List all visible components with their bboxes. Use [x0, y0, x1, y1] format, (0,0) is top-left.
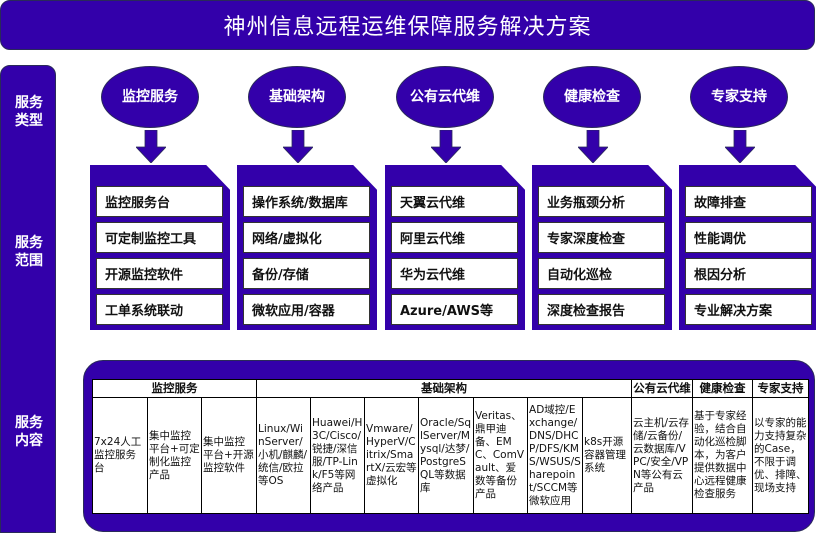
- service-scope-card: 操作系统/数据库 网络/虚拟化 备份/存储微软应用/容器: [237, 165, 377, 330]
- table-header: 基础架构: [256, 379, 633, 398]
- service-type-4: 专家 支持: [690, 66, 788, 128]
- arrow-down-icon: [578, 130, 608, 163]
- service-type-label: 公有云: [410, 89, 452, 105]
- table-cell: Vmware/HyperV/Citrix/SmartX/云宏等虚拟化: [364, 397, 420, 514]
- page-title: 神州信息远程运维保障服务解决方案: [0, 0, 815, 50]
- table-header: 健康检查: [692, 379, 754, 398]
- table-cell: Linux/WinServer/小机/麒麟/统信/欧拉等OS: [256, 397, 312, 514]
- table-header-row: 监控服务 基础架构 公有云代维 健康检查 专家支持: [91, 379, 810, 398]
- arrow-down-icon: [283, 130, 313, 163]
- service-scope-item: Azure/AWS等: [391, 294, 518, 325]
- table-cell: 7x24人工监控服务台: [92, 397, 148, 514]
- service-scope-item: 操作系统/数据库: [243, 186, 370, 217]
- service-scope-item: 阿里云代维: [391, 222, 518, 253]
- service-scope-card: 天翼云代维阿里云代维华为云代维 Azure/AWS等: [385, 165, 525, 330]
- service-scope-item: 业务瓶颈分析: [538, 186, 665, 217]
- table-cell: Oracle/SqlServer/Mysql/达梦/PostgreSQL等数据库: [418, 397, 475, 514]
- service-scope-item: 华为云代维: [391, 258, 518, 289]
- service-scope-item: 深度检查报告: [538, 294, 665, 325]
- table-header: 监控服务: [91, 379, 258, 398]
- service-scope-item: 网络/虚拟化: [243, 222, 370, 253]
- arrow-down-icon: [136, 130, 166, 163]
- service-scope-item: 专业解决方案: [685, 294, 812, 325]
- sidebar-label-service-content: 服务内容: [15, 415, 43, 449]
- service-scope-item: 专家深度检查: [538, 222, 665, 253]
- sidebar: 服务类型 服务范围 服务内容: [0, 65, 56, 533]
- table-cell: 集中监控平台+开源监控软件: [200, 397, 258, 514]
- service-scope-item: 开源监控软件: [96, 258, 223, 289]
- table-cell: 基于专家经验，结合自动化巡检脚本，为客户提供数据中心远程健康检查服务: [692, 397, 754, 514]
- service-scope-item: 性能调优: [685, 222, 812, 253]
- service-scope-item: 自动化巡检: [538, 258, 665, 289]
- table-cell: k8s开源容器管理系统: [582, 397, 633, 514]
- service-type-label: 基础: [269, 89, 297, 105]
- service-type-1: 基础 架构: [248, 66, 346, 128]
- service-type-2: 公有云 代维: [396, 66, 494, 128]
- service-content-table: 监控服务 基础架构 公有云代维 健康检查 专家支持 7x24人工监控服务台 集中监控平台+…: [91, 379, 810, 514]
- service-scope-item: 工单系统联动: [96, 294, 223, 325]
- service-scope-item: 备份/存储: [243, 258, 370, 289]
- table-cell: 以专家的能力支持复杂的Case，不限于调优、排障、现场支持: [752, 397, 810, 514]
- service-type-3: 健康 检查: [543, 66, 641, 128]
- service-scope-item: 天翼云代维: [391, 186, 518, 217]
- service-scope-card: 故障排查性能调优根因分析专业解决方案: [679, 165, 816, 330]
- sidebar-label-service-scope: 服务范围: [15, 235, 43, 269]
- service-type-label: 健康: [564, 89, 592, 105]
- service-type-label: 代维: [452, 89, 480, 105]
- service-scope-item: 监控服务台: [96, 186, 223, 217]
- table-cell: 云主机/云存储/云备份/云数据库/VPC/安全/VPN等公有云产品: [631, 397, 694, 514]
- sidebar-label-service-type: 服务类型: [15, 95, 43, 129]
- service-type-label: 检查: [592, 89, 620, 105]
- table-cell: AD域控/Exchange/DNS/DHCP/DFS/KMS/WSUS/Shar…: [527, 397, 584, 514]
- table-header: 公有云代维: [631, 379, 694, 398]
- table-cell: Veritas、鼎甲迪备、EMC、ComVault、爱数等备份产品: [473, 397, 529, 514]
- service-scope-item: 微软应用/容器: [243, 294, 370, 325]
- table-cell: 集中监控平台+可定制化监控产品: [147, 397, 202, 514]
- service-type-0: 监控 服务: [101, 66, 199, 128]
- service-scope-item: 故障排查: [685, 186, 812, 217]
- service-type-label: 架构: [297, 89, 325, 105]
- table-row: 7x24人工监控服务台 集中监控平台+可定制化监控产品 集中监控平台+开源监控软件 L…: [92, 397, 810, 514]
- service-scope-card: 业务瓶颈分析 专家深度检查 自动化巡检深度检查报告: [532, 165, 672, 330]
- service-scope-item: 根因分析: [685, 258, 812, 289]
- service-scope-item: 可定制监控工具: [96, 222, 223, 253]
- table-header: 专家支持: [752, 379, 810, 398]
- service-type-label: 监控: [122, 89, 150, 105]
- service-type-label: 专家: [711, 89, 739, 105]
- service-scope-card: 监控服务台可定制监控工具 开源监控软件 工单系统联动: [90, 165, 230, 330]
- table-cell: Huawei/H3C/Cisco/锐捷/深信服/TP-Link/F5等网络产品: [310, 397, 366, 514]
- service-type-label: 服务: [150, 89, 178, 105]
- arrow-down-icon: [431, 130, 461, 163]
- service-type-label: 支持: [739, 89, 767, 105]
- arrow-down-icon: [725, 130, 755, 163]
